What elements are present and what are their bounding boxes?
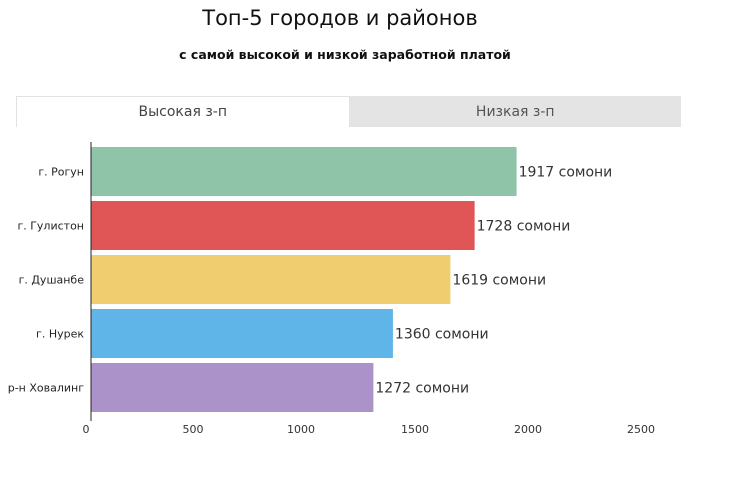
x-tick-label: 1000 (287, 423, 315, 436)
category-label: г. Душанбе (19, 274, 85, 287)
x-tick-label: 500 (183, 423, 204, 436)
value-label: 1917 сомони (519, 165, 613, 181)
tab-bar: Высокая з-п Низкая з-п (16, 96, 681, 127)
bar[interactable] (91, 255, 451, 304)
bar[interactable] (91, 201, 475, 250)
chart-title: Топ-5 городов и районов (202, 6, 478, 30)
category-label: г. Нурек (36, 328, 84, 341)
bar[interactable] (91, 363, 374, 412)
value-label: 1728 сомони (477, 219, 571, 235)
chart-subtitle: с самой высокой и низкой заработной плат… (179, 47, 511, 62)
x-tick-label: 1500 (401, 423, 429, 436)
bar-chart: г. Рогун 1917 сомони г. Гулистон 1728 сомон… (8, 142, 655, 436)
x-tick-label: 2000 (514, 423, 542, 436)
value-label: 1619 сомони (452, 273, 546, 289)
category-label: г. Гулистон (17, 220, 84, 233)
category-label: г. Рогун (38, 166, 84, 179)
value-label: 1272 сомони (375, 381, 469, 397)
tab-high-salary[interactable]: Высокая з-п (16, 96, 350, 127)
x-tick-label: 2500 (627, 423, 655, 436)
tab-low-salary[interactable]: Низкая з-п (349, 96, 681, 127)
category-label: р-н Ховалинг (8, 382, 85, 395)
x-tick-label: 0 (83, 423, 90, 436)
value-label: 1360 сомони (395, 327, 489, 343)
bar[interactable] (91, 309, 393, 358)
bar[interactable] (91, 147, 517, 196)
